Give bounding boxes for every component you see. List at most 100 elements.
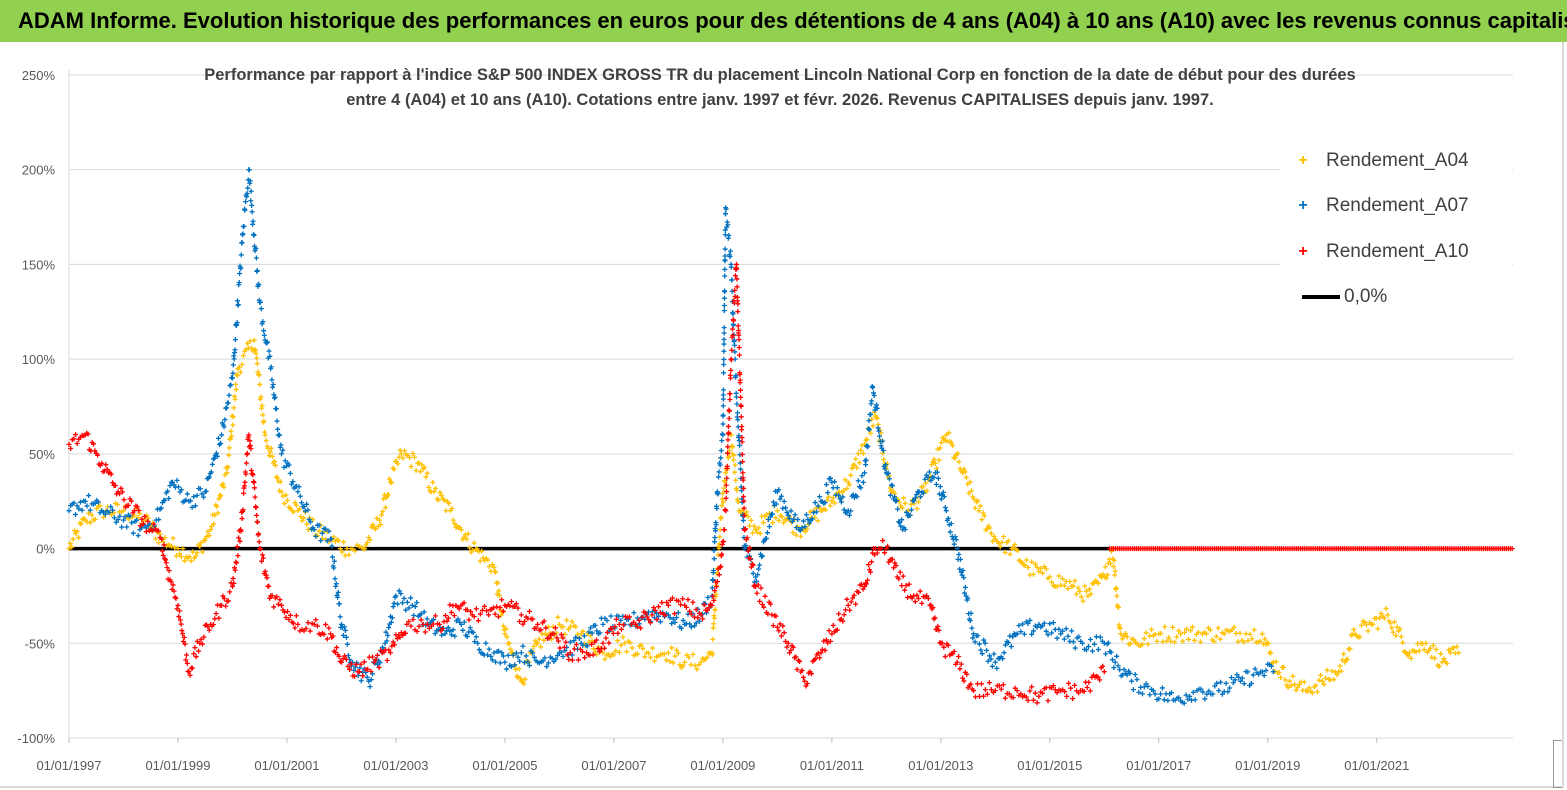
a04-point	[379, 512, 385, 518]
a10-point	[986, 680, 992, 686]
a07-point	[865, 426, 871, 432]
a04-point	[869, 416, 875, 422]
a07-point	[687, 621, 693, 627]
a10-point	[899, 583, 905, 589]
a07-point	[299, 500, 305, 506]
a07-point	[460, 627, 466, 633]
a10-point	[978, 681, 984, 687]
a04-point	[1213, 633, 1219, 639]
a07-point	[743, 543, 749, 549]
a07-point	[95, 499, 101, 505]
a10-point	[1000, 682, 1006, 688]
a07-point	[290, 479, 296, 485]
a04-point	[1446, 647, 1452, 653]
a07-point	[1130, 687, 1136, 693]
a10-point	[233, 559, 239, 565]
a10-point	[951, 648, 957, 654]
a07-point	[71, 500, 77, 506]
a07-point	[895, 506, 901, 512]
a10-point	[851, 592, 857, 598]
a07-point	[711, 556, 717, 562]
a07-point	[803, 512, 809, 518]
a04-point	[1102, 564, 1108, 570]
a04-point	[1038, 565, 1044, 571]
a04-point	[642, 654, 648, 660]
a07-point	[991, 651, 997, 657]
a10-point	[569, 657, 575, 663]
a04-point	[853, 456, 859, 462]
a04-point	[474, 546, 480, 552]
a10-point	[244, 450, 250, 456]
a07-point	[130, 530, 136, 536]
a04-point	[1421, 647, 1427, 653]
a04-point	[292, 500, 298, 506]
a07-point	[734, 394, 740, 400]
a10-point	[368, 668, 374, 674]
a10-point	[554, 635, 560, 641]
a04-point	[283, 492, 289, 498]
a10-point	[497, 605, 503, 611]
a10-point	[1050, 683, 1056, 689]
a10-point	[140, 521, 146, 527]
a10-point	[108, 471, 114, 477]
a04-point	[567, 624, 573, 630]
a10-point	[669, 595, 675, 601]
a04-point	[272, 462, 278, 468]
a07-point	[1080, 640, 1086, 646]
a07-point	[194, 493, 200, 499]
a07-point	[241, 223, 247, 229]
a04-point	[873, 414, 879, 420]
a10-point	[1072, 682, 1078, 688]
a10-point	[688, 611, 694, 617]
a07-point	[825, 490, 831, 496]
a04-point	[268, 445, 274, 451]
a04-point	[842, 477, 848, 483]
a07-point	[832, 479, 838, 485]
a10-point	[730, 326, 736, 332]
a10-point	[701, 602, 707, 608]
a10-point	[492, 611, 498, 617]
x-tick-label: 01/01/2009	[690, 758, 755, 773]
a10-point	[654, 617, 660, 623]
a10-point	[1101, 669, 1107, 675]
a07-point	[473, 634, 479, 640]
a10-point	[564, 652, 570, 658]
x-tick-label: 01/01/2017	[1126, 758, 1191, 773]
a04-point	[437, 490, 443, 496]
a07-point	[1103, 651, 1109, 657]
a04-point	[230, 414, 236, 420]
a10-point	[601, 645, 607, 651]
a07-point	[1085, 644, 1091, 650]
a04-point	[1249, 636, 1255, 642]
a04-point	[202, 537, 208, 543]
a10-point	[836, 611, 842, 617]
a04-point	[464, 536, 470, 542]
a10-point	[992, 688, 998, 694]
a04-point	[1124, 634, 1130, 640]
a10-point	[533, 625, 539, 631]
x-tick-label: 01/01/2007	[581, 758, 646, 773]
a04-point	[950, 443, 956, 449]
resize-handle[interactable]	[1553, 740, 1562, 788]
a04-point	[1178, 631, 1184, 637]
a10-point	[448, 609, 454, 615]
a07-point	[269, 377, 275, 383]
a10-point	[258, 546, 264, 552]
a07-point	[343, 634, 349, 640]
a04-point	[1207, 627, 1213, 633]
a04-point	[431, 489, 437, 495]
a07-point	[934, 469, 940, 475]
a04-point	[239, 362, 245, 368]
a10-point	[723, 482, 729, 488]
a10-point	[769, 612, 775, 618]
a04-point	[1127, 641, 1133, 647]
a04-point	[402, 448, 408, 454]
a04-point	[1184, 626, 1190, 632]
a07-point	[82, 498, 88, 504]
a10-point	[494, 604, 500, 610]
a04-point	[1022, 562, 1028, 568]
a07-point	[461, 619, 467, 625]
a07-point	[264, 340, 270, 346]
a07-point	[1268, 663, 1274, 669]
a10-point	[247, 438, 253, 444]
